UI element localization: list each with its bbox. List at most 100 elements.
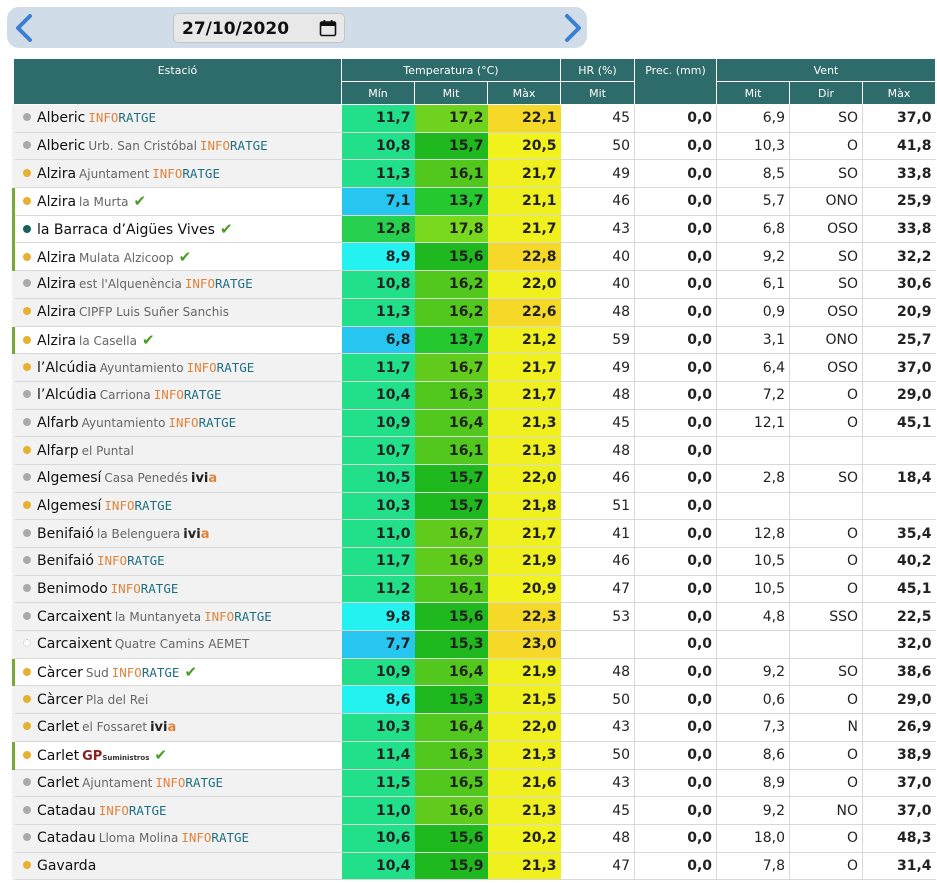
station-cell[interactable]: Alfarb Ayuntamiento INFORATGE [12, 409, 342, 438]
station-town[interactable]: Alzira [37, 249, 77, 266]
next-day-arrow-icon[interactable] [558, 13, 586, 43]
table-row[interactable]: Alfarp el Puntal 10,7 16,1 21,3 48 0,0 [12, 436, 936, 465]
station-town[interactable]: Algemesí [37, 497, 102, 514]
table-row[interactable]: Carlet el Fossaret ivia 10,3 16,4 22,0 43 0,0 7,… [12, 713, 936, 742]
station-town[interactable]: Carlet [37, 774, 80, 791]
station-cell[interactable]: Alzira est l'Alquenència INFORATGE [12, 270, 342, 299]
station-cell[interactable]: Carcaixent la Muntanyeta INFORATGE [12, 602, 342, 632]
station-town[interactable]: Benimodo [37, 581, 108, 598]
table-row[interactable]: Benifaió la Belenguera ivia 11,0 16,7 21,7 41 0… [12, 519, 936, 548]
table-row[interactable]: Alberic INFORATGE 11,7 17,2 22,1 45 0,0 6,9 SO 37… [12, 104, 936, 133]
table-row[interactable]: Benimodo INFORATGE 11,2 16,1 20,9 47 0,0 10,5 O 4… [12, 575, 936, 604]
station-town[interactable]: Gavarda [37, 857, 97, 874]
station-cell[interactable]: Alberic Urb. San Cristóbal INFORATGE [12, 132, 342, 161]
header-temp-min[interactable]: Mín [341, 81, 415, 105]
station-cell[interactable]: Benimodo INFORATGE [12, 575, 342, 604]
header-vent-max[interactable]: Màx [862, 81, 937, 105]
wind-mit-cell: 7,2 [716, 381, 790, 410]
station-cell[interactable]: Alzira Ajuntament INFORATGE [12, 159, 342, 189]
table-row[interactable]: Alzira Ajuntament INFORATGE 11,3 16,1 21,7 49 0… [12, 159, 936, 189]
table-row[interactable]: Catadau INFORATGE 11,0 16,6 21,3 45 0,0 9,2 NO 37… [12, 796, 936, 825]
table-row[interactable]: Alzira la Casella ✔ 6,8 13,7 21,2 59 0,0 3,1 ONO 2… [12, 326, 936, 355]
calendar-icon[interactable] [319, 19, 337, 37]
station-town[interactable]: l’Alcúdia [37, 387, 97, 404]
station-cell[interactable]: Algemesí Casa Penedés ivia [12, 464, 342, 493]
station-town[interactable]: Carcaixent [37, 608, 112, 625]
table-row[interactable]: Algemesí INFORATGE 10,3 15,7 21,8 51 0,0 [12, 492, 936, 521]
table-row[interactable]: Carcaixent la Muntanyeta INFORATGE 9,8 15,6 2… [12, 602, 936, 632]
station-town[interactable]: l’Alcúdia [37, 359, 97, 376]
station-cell[interactable]: Algemesí INFORATGE [12, 492, 342, 521]
station-town[interactable]: Alzira [37, 332, 77, 349]
station-town[interactable]: Catadau [37, 830, 96, 847]
table-row[interactable]: Càrcer Pla del Rei 8,6 15,3 21,5 50 0,0 0,6 O 29,… [12, 685, 936, 715]
table-row[interactable]: Alzira Mulata Alzicoop ✔ 8,9 15,6 22,8 40 0,0 9,… [12, 242, 936, 272]
station-town[interactable]: Alzira [37, 276, 77, 293]
table-row[interactable]: Carlet GPSuministros ✔ 11,4 16,3 21,3 50 0,0 8,6… [12, 741, 936, 770]
station-cell[interactable]: Alzira la Casella ✔ [12, 326, 342, 355]
table-row[interactable]: Gavarda 10,4 15,9 21,3 47 0,0 7,8 O 31,4 [12, 852, 936, 881]
station-town[interactable]: Alberic [37, 138, 86, 155]
header-prec[interactable]: Prec. (mm) [634, 58, 718, 105]
station-town[interactable]: Alfarp [37, 442, 79, 459]
station-town[interactable]: Carlet [37, 748, 80, 765]
table-row[interactable]: Càrcer Sud INFORATGE ✔ 10,9 16,4 21,9 48 0,0 9,2 S… [12, 658, 936, 687]
station-cell[interactable]: Gavarda [12, 852, 342, 881]
station-cell[interactable]: Alfarp el Puntal [12, 436, 342, 465]
wind-max-cell: 31,4 [862, 852, 936, 881]
station-cell[interactable]: Carcaixent Quatre Camins AEMET [12, 630, 342, 659]
table-row[interactable]: Alfarb Ayuntamiento INFORATGE 10,9 16,4 21,3 4… [12, 409, 936, 438]
station-town[interactable]: Alfarb [37, 414, 79, 431]
station-cell[interactable]: Carlet el Fossaret ivia [12, 713, 342, 742]
station-town[interactable]: Alzira [37, 304, 77, 321]
previous-day-arrow-icon[interactable] [11, 13, 39, 43]
station-cell[interactable]: Alzira CIPFP Luis Suñer Sanchis [12, 298, 342, 327]
station-cell[interactable]: Alzira la Murta ✔ [12, 187, 342, 216]
station-town[interactable]: Alzira [37, 165, 77, 182]
table-row[interactable]: Catadau Lloma Molina INFORATGE 10,6 15,6 20,2… [12, 824, 936, 853]
header-hr-mit[interactable]: Mit [560, 81, 636, 105]
station-cell[interactable]: Càrcer Sud INFORATGE ✔ [12, 658, 342, 687]
table-row[interactable]: Algemesí Casa Penedés ivia 10,5 15,7 22,0 46 0,… [12, 464, 936, 493]
header-vent-mit[interactable]: Mit [716, 81, 791, 105]
station-town[interactable]: Carcaixent [37, 636, 112, 653]
station-town[interactable]: Benifaió [37, 525, 94, 542]
station-cell[interactable]: Benifaió la Belenguera ivia [12, 519, 342, 548]
table-row[interactable]: l’Alcúdia Ayuntamiento INFORATGE 11,7 16,7 21… [12, 353, 936, 382]
table-row[interactable]: Alberic Urb. San Cristóbal INFORATGE 10,8 15… [12, 132, 936, 161]
station-town[interactable]: Càrcer [37, 665, 83, 682]
header-temp-max[interactable]: Màx [486, 81, 562, 105]
date-input[interactable]: 27/10/2020 [173, 13, 345, 43]
station-cell[interactable]: Alberic INFORATGE [12, 104, 342, 133]
header-estacio[interactable]: Estació [13, 58, 342, 105]
station-cell[interactable]: Carlet GPSuministros ✔ [12, 741, 342, 770]
station-town[interactable]: Alzira [37, 194, 77, 211]
station-cell[interactable]: l’Alcúdia Ayuntamiento INFORATGE [12, 353, 342, 382]
table-row[interactable]: Carlet Ajuntament INFORATGE 11,5 16,5 21,6 43 0… [12, 769, 936, 798]
station-town[interactable]: Algemesí [37, 470, 102, 487]
station-town[interactable]: Càrcer [37, 691, 83, 708]
table-row[interactable]: Carcaixent Quatre Camins AEMET 7,7 15,3 23,0… [12, 630, 936, 659]
header-vent-dir[interactable]: Dir [789, 81, 864, 105]
station-cell[interactable]: Carlet Ajuntament INFORATGE [12, 769, 342, 798]
station-town[interactable]: la Barraca d’Aigües Vives [37, 222, 215, 239]
station-town[interactable]: Catadau [37, 802, 96, 819]
table-row[interactable]: Alzira la Murta ✔ 7,1 13,7 21,1 46 0,0 5,7 ONO 25,… [12, 187, 936, 216]
table-row[interactable]: Alzira est l'Alquenència INFORATGE 10,8 16,2… [12, 270, 936, 299]
table-row[interactable]: l’Alcúdia Carriona INFORATGE 10,4 16,3 21,7 48… [12, 381, 936, 410]
station-cell[interactable]: Catadau Lloma Molina INFORATGE [12, 824, 342, 853]
station-cell[interactable]: l’Alcúdia Carriona INFORATGE [12, 381, 342, 410]
header-temp-mit[interactable]: Mit [414, 81, 488, 105]
station-town[interactable]: Benifaió [37, 553, 94, 570]
status-dot-icon [23, 751, 31, 760]
station-town[interactable]: Alberic [37, 110, 86, 127]
station-cell[interactable]: la Barraca d’Aigües Vives ✔ [12, 215, 342, 244]
station-cell[interactable]: Benifaió INFORATGE [12, 547, 342, 576]
station-town[interactable]: Carlet [37, 719, 80, 736]
station-cell[interactable]: Càrcer Pla del Rei [12, 685, 342, 715]
table-row[interactable]: Alzira CIPFP Luis Suñer Sanchis 11,3 16,2 22… [12, 298, 936, 327]
station-cell[interactable]: Catadau INFORATGE [12, 796, 342, 825]
table-row[interactable]: Benifaió INFORATGE 11,7 16,9 21,9 46 0,0 10,5 O 4… [12, 547, 936, 576]
table-row[interactable]: la Barraca d’Aigües Vives ✔ 12,8 17,8 21,7 43… [12, 215, 936, 244]
station-cell[interactable]: Alzira Mulata Alzicoop ✔ [12, 242, 342, 272]
